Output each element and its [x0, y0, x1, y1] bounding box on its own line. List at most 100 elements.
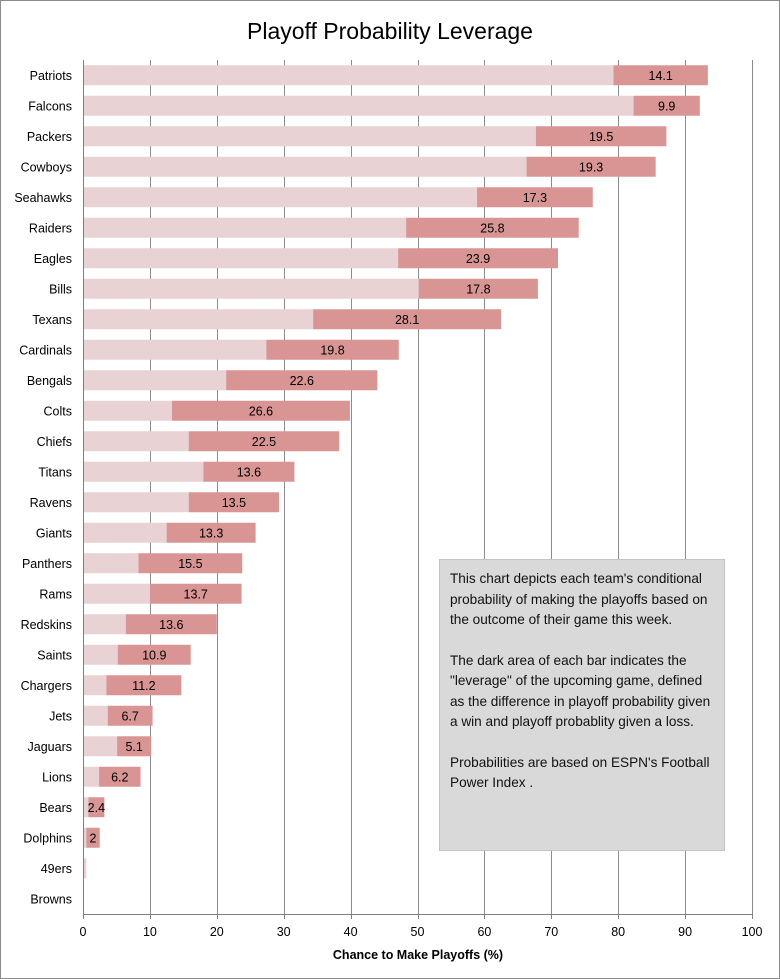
- data-label-texans: 28.1: [395, 313, 419, 327]
- category-label-cardinals: Cardinals: [19, 343, 72, 357]
- bar-loss-cardinals: [83, 339, 267, 360]
- category-label-lions: Lions: [42, 770, 72, 784]
- x-tick-70: 70: [544, 925, 558, 939]
- data-labels: 14.1 9.9 19.5 19.3 17.3 25.8 23.9 17.8 28.1 19.8 2…: [88, 69, 676, 846]
- data-label-raiders: 25.8: [480, 221, 504, 235]
- bar-leverage-bills: [418, 278, 538, 299]
- x-tick-30: 30: [277, 925, 291, 939]
- bar-leverage-jets: [107, 705, 153, 726]
- bar-leverage-patriots: [613, 65, 708, 86]
- x-axis-title: Chance to Make Playoffs (%): [333, 948, 503, 962]
- bars: [83, 65, 708, 879]
- category-label-chiefs: Chiefs: [37, 435, 72, 449]
- x-tick-40: 40: [344, 925, 358, 939]
- data-label-titans: 13.6: [237, 465, 261, 479]
- data-label-patriots: 14.1: [649, 69, 673, 83]
- bar-leverage-redskins: [125, 614, 217, 635]
- bar-loss-lions: [83, 766, 100, 787]
- bar-loss-bears: [83, 797, 89, 818]
- bar-leverage-panthers: [138, 553, 243, 574]
- data-label-chiefs: 22.5: [252, 435, 276, 449]
- data-label-giants: 13.3: [199, 526, 223, 540]
- x-tick-90: 90: [678, 925, 692, 939]
- bar-loss-jaguars: [83, 736, 118, 757]
- data-label-bears: 2.4: [88, 801, 105, 815]
- bar-leverage-bears: [88, 797, 105, 818]
- bar-leverage-saints: [117, 644, 191, 665]
- bar-loss-giants: [83, 522, 167, 543]
- bar-loss-texans: [83, 309, 314, 330]
- category-label-bills: Bills: [49, 282, 72, 296]
- x-tick-labels: 0 10 20 30 40 50 60 70 80 90 100: [80, 914, 762, 939]
- category-label-ravens: Ravens: [30, 496, 72, 510]
- category-label-panthers: Panthers: [22, 557, 72, 571]
- bar-leverage-cowboys: [526, 156, 656, 177]
- x-tick-0: 0: [80, 925, 87, 939]
- category-label-dolphins: Dolphins: [23, 831, 72, 845]
- data-label-redskins: 13.6: [159, 618, 183, 632]
- category-label-rams: Rams: [39, 587, 72, 601]
- category-label-chargers: Chargers: [21, 679, 72, 693]
- bar-leverage-titans: [203, 461, 295, 482]
- data-label-cowboys: 19.3: [579, 160, 603, 174]
- data-label-colts: 26.6: [249, 404, 273, 418]
- bar-loss-saints: [83, 644, 118, 665]
- bar-leverage-raiders: [406, 217, 579, 238]
- data-label-bills: 17.8: [466, 282, 490, 296]
- data-label-rams: 13.7: [184, 587, 208, 601]
- category-label-cowboys: Cowboys: [21, 160, 72, 174]
- bar-leverage-bengals: [226, 370, 378, 391]
- category-label-packers: Packers: [27, 130, 72, 144]
- data-label-jaguars: 5.1: [125, 740, 142, 754]
- category-label-texans: Texans: [32, 313, 72, 327]
- bar-loss-panthers: [83, 553, 139, 574]
- bar-leverage-giants: [166, 522, 256, 543]
- category-label-patriots: Patriots: [30, 69, 72, 83]
- category-labels: Patriots Falcons Packers Cowboys Seahawks Rai…: [14, 69, 72, 907]
- bar-loss-49ers: [83, 858, 87, 879]
- bar-loss-colts: [83, 400, 172, 421]
- data-label-eagles: 23.9: [466, 252, 490, 266]
- annotation-box: This chart depicts each team's condition…: [439, 559, 725, 851]
- data-label-falcons: 9.9: [658, 99, 675, 113]
- x-tick-80: 80: [611, 925, 625, 939]
- category-label-browns: Browns: [30, 892, 72, 906]
- bar-loss-cowboys: [83, 156, 527, 177]
- bar-leverage-jaguars: [117, 736, 152, 757]
- category-label-jets: Jets: [49, 709, 72, 723]
- x-tick-50: 50: [411, 925, 425, 939]
- bar-loss-packers: [83, 126, 536, 147]
- bar-loss-patriots: [83, 65, 614, 86]
- bar-leverage-texans: [313, 309, 502, 330]
- data-label-cardinals: 19.8: [320, 343, 344, 357]
- bar-loss-jets: [83, 705, 108, 726]
- data-label-lions: 6.2: [111, 770, 128, 784]
- category-label-raiders: Raiders: [29, 221, 72, 235]
- bar-leverage-colts: [171, 400, 350, 421]
- data-label-dolphins: 2: [90, 831, 97, 845]
- bar-leverage-chiefs: [188, 431, 340, 452]
- data-label-saints: 10.9: [142, 648, 166, 662]
- bar-loss-chiefs: [83, 431, 189, 452]
- category-label-eagles: Eagles: [34, 252, 72, 266]
- bar-leverage-falcons: [633, 95, 700, 116]
- x-tick-10: 10: [143, 925, 157, 939]
- category-label-jaguars: Jaguars: [28, 740, 72, 754]
- x-tick-60: 60: [477, 925, 491, 939]
- bar-leverage-packers: [535, 126, 667, 147]
- bar-loss-seahawks: [83, 187, 478, 208]
- category-label-49ers: 49ers: [41, 862, 72, 876]
- data-label-panthers: 15.5: [178, 557, 202, 571]
- bar-loss-raiders: [83, 217, 407, 238]
- bar-leverage-rams: [149, 583, 242, 604]
- bar-loss-chargers: [83, 675, 107, 696]
- annotation-paragraph-3: Probabilities are based on ESPN's Footba…: [450, 754, 710, 791]
- data-label-ravens: 13.5: [222, 496, 246, 510]
- x-tick-20: 20: [210, 925, 224, 939]
- bar-loss-ravens: [83, 492, 189, 513]
- data-label-jets: 6.7: [121, 709, 138, 723]
- annotation-paragraph-1: This chart depicts each team's condition…: [450, 571, 708, 627]
- category-label-seahawks: Seahawks: [14, 191, 72, 205]
- bar-leverage-seahawks: [477, 187, 593, 208]
- data-label-bengals: 22.6: [290, 374, 314, 388]
